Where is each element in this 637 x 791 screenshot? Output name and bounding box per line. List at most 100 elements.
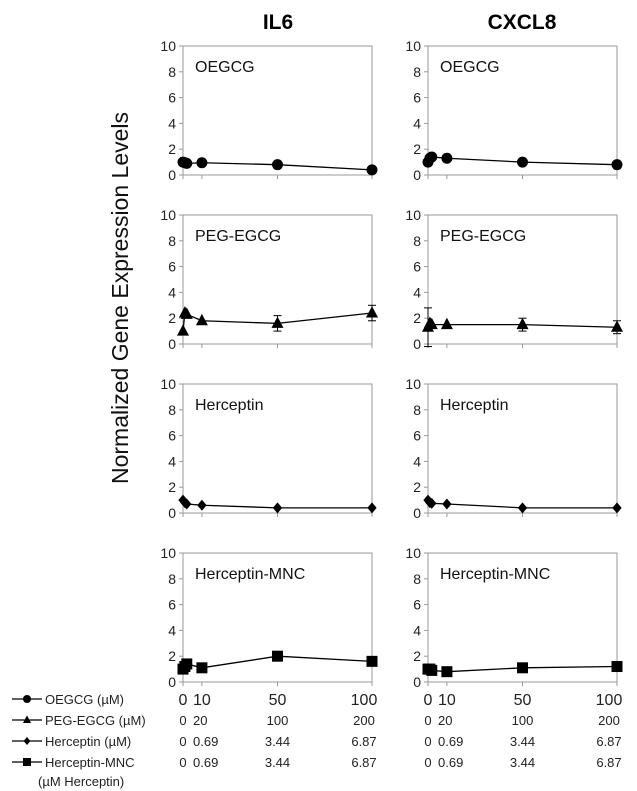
y-tick-label: 8	[168, 571, 176, 587]
legend-value: 0	[179, 734, 186, 749]
data-point	[611, 661, 623, 673]
data-point	[177, 324, 189, 336]
y-tick-label: 0	[168, 505, 176, 521]
legend-value: 3.44	[265, 734, 290, 749]
y-tick-label: 0	[413, 167, 421, 183]
y-tick-label: 10	[405, 376, 421, 392]
y-tick-label: 6	[413, 428, 421, 444]
legend-value: 200	[598, 713, 620, 728]
y-tick-label: 10	[405, 545, 421, 561]
legend-value: 6.87	[351, 755, 376, 770]
panel-il6-oegcg: 0 2 4 6 8 10 OEGCG	[160, 38, 378, 183]
legend-marker-circle	[23, 695, 31, 703]
data-point	[426, 664, 438, 676]
legend-value: 0	[424, 713, 431, 728]
legend-value: 6.87	[596, 755, 621, 770]
y-tick-label: 2	[168, 479, 176, 495]
legend-marker-square	[23, 758, 31, 766]
legend-value: 20	[438, 713, 452, 728]
legend-row-triangle: PEG-EGCG (µM) 0 20 100 200 0 20 100 200	[12, 713, 620, 728]
data-point	[426, 151, 438, 163]
y-tick-label: 4	[168, 453, 176, 469]
panel-label: Herceptin	[195, 397, 263, 414]
legend-value: 0.69	[438, 734, 463, 749]
y-tick-label: 8	[413, 233, 421, 249]
legend-label: Herceptin-MNC	[45, 755, 135, 770]
panel-label: PEG-EGCG	[195, 228, 281, 245]
data-point	[367, 502, 377, 514]
y-tick-label: 4	[168, 284, 176, 300]
data-point	[197, 499, 207, 511]
data-point	[272, 159, 283, 171]
y-tick-label: 8	[413, 402, 421, 418]
data-point	[612, 502, 622, 514]
y-tick-label: 4	[413, 453, 421, 469]
y-tick-label: 4	[413, 622, 421, 638]
legend-row-circle: OEGCG (µM) 0 10 50 100 0 10 50 100	[12, 692, 622, 709]
panel-cxcl8-herceptin: 0 2 4 6 8 10 Herceptin	[405, 376, 622, 521]
y-tick-label: 0	[413, 336, 421, 352]
data-point	[427, 497, 437, 509]
data-point	[196, 157, 208, 169]
data-point	[180, 307, 193, 319]
y-tick-label: 2	[413, 648, 421, 664]
data-point	[271, 316, 284, 328]
legend-value: 100	[512, 713, 534, 728]
legend-value: 0	[424, 755, 431, 770]
legend-value: 0	[179, 755, 186, 770]
panel-il6-herceptin-mnc: 0 2 4 6 8 10 Herceptin-MNC	[160, 545, 378, 690]
y-tick-label: 8	[413, 571, 421, 587]
y-tick-label: 6	[413, 597, 421, 613]
y-tick-label: 6	[168, 597, 176, 613]
panel-label: Herceptin-MNC	[440, 566, 550, 583]
data-point	[182, 498, 192, 510]
legend-value: 6.87	[596, 734, 621, 749]
data-point	[196, 662, 208, 674]
legend-label: PEG-EGCG (µM)	[45, 713, 146, 728]
legend-value: 3.44	[265, 755, 290, 770]
y-tick-label: 0	[413, 505, 421, 521]
data-point	[611, 159, 623, 171]
column-title-cxcl8: CXCL8	[488, 11, 557, 34]
y-tick-label: 2	[168, 648, 176, 664]
y-tick-label: 10	[160, 207, 176, 223]
y-tick-label: 0	[168, 167, 176, 183]
y-tick-label: 6	[168, 259, 176, 275]
legend-value: 6.87	[351, 734, 376, 749]
legend-value: 10	[193, 692, 211, 709]
y-tick-label: 6	[168, 90, 176, 106]
legend-value: 0.69	[193, 734, 218, 749]
panel-label: Herceptin	[440, 397, 508, 414]
legend-row-square: Herceptin-MNC (µM Herceptin) 0 0.69 3.44 6.87…	[12, 755, 622, 789]
y-tick-label: 4	[413, 284, 421, 300]
legend-row-diamond: Herceptin (µM) 0 0.69 3.44 6.87 0 0.69 3.44 6.87	[12, 734, 622, 749]
y-tick-label: 10	[160, 376, 176, 392]
data-point	[517, 662, 528, 674]
y-tick-label: 2	[168, 310, 176, 326]
legend-value: 100	[267, 713, 289, 728]
legend-value: 200	[353, 713, 375, 728]
data-point	[425, 317, 438, 330]
y-tick-label: 4	[413, 115, 421, 131]
legend-value: 0.69	[438, 755, 463, 770]
y-tick-label: 10	[405, 38, 421, 54]
panel-cxcl8-oegcg: 0 2 4 6 8 10 OEGCG	[405, 38, 623, 183]
data-point	[611, 320, 623, 332]
data-point	[181, 157, 193, 169]
y-tick-label: 0	[168, 336, 176, 352]
data-point	[272, 502, 283, 514]
legend-label: OEGCG (µM)	[45, 692, 124, 707]
data-point	[195, 313, 208, 326]
y-tick-label: 10	[160, 545, 176, 561]
panel-label: Herceptin-MNC	[195, 566, 305, 583]
y-tick-label: 0	[413, 674, 421, 690]
legend-value: 10	[438, 692, 456, 709]
legend-value: 0	[179, 692, 188, 709]
y-tick-label: 8	[168, 402, 176, 418]
y-tick-label: 2	[168, 141, 176, 157]
data-point	[440, 317, 453, 330]
y-tick-label: 10	[405, 207, 421, 223]
data-point	[366, 655, 378, 667]
legend-value: 100	[596, 692, 623, 709]
